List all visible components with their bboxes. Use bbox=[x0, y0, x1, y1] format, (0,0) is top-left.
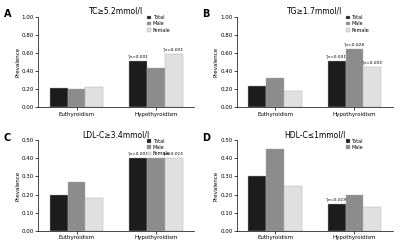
Legend: Total, Male, Female: Total, Male, Female bbox=[346, 15, 370, 33]
Text: B: B bbox=[202, 9, 210, 20]
Bar bbox=[147, 68, 165, 107]
Bar bbox=[50, 88, 68, 107]
Legend: Total, Male, Female: Total, Male, Female bbox=[147, 138, 171, 157]
Text: *p<0.001: *p<0.001 bbox=[326, 55, 347, 59]
Bar bbox=[346, 49, 363, 107]
Bar bbox=[129, 158, 147, 231]
Bar bbox=[328, 204, 346, 231]
Title: TC≥5.2mmol/l: TC≥5.2mmol/l bbox=[89, 7, 143, 16]
Text: D: D bbox=[202, 133, 210, 143]
Bar bbox=[50, 195, 68, 231]
Bar bbox=[86, 198, 103, 231]
Bar bbox=[328, 61, 346, 107]
Bar bbox=[284, 185, 302, 231]
Y-axis label: Prevalence: Prevalence bbox=[214, 170, 219, 201]
Bar bbox=[68, 89, 86, 107]
Bar bbox=[165, 158, 182, 231]
Y-axis label: Prevalence: Prevalence bbox=[15, 47, 20, 77]
Bar bbox=[363, 67, 381, 107]
Text: A: A bbox=[4, 9, 11, 20]
Legend: Total, Male, Female: Total, Male, Female bbox=[147, 15, 171, 33]
Text: C: C bbox=[4, 133, 11, 143]
Bar bbox=[68, 182, 86, 231]
Title: LDL-C≥3.4mmol/l: LDL-C≥3.4mmol/l bbox=[82, 130, 150, 140]
Bar bbox=[129, 61, 147, 107]
Bar bbox=[248, 86, 266, 107]
Bar bbox=[266, 149, 284, 231]
Y-axis label: Prevalence: Prevalence bbox=[214, 47, 219, 77]
Text: *p=0.019: *p=0.019 bbox=[326, 198, 347, 202]
Text: *p=0.024: *p=0.024 bbox=[344, 43, 365, 47]
Y-axis label: Prevalence: Prevalence bbox=[15, 170, 20, 201]
Title: TG≥1.7mmol/l: TG≥1.7mmol/l bbox=[287, 7, 342, 16]
Bar bbox=[363, 207, 381, 231]
Bar bbox=[266, 78, 284, 107]
Bar bbox=[86, 87, 103, 107]
Title: HDL-C≤1mmol/l: HDL-C≤1mmol/l bbox=[284, 130, 346, 140]
Bar bbox=[147, 158, 165, 231]
Text: *p=0.005: *p=0.005 bbox=[362, 61, 383, 65]
Text: *p=0.005: *p=0.005 bbox=[128, 152, 148, 156]
Bar bbox=[346, 195, 363, 231]
Bar bbox=[284, 91, 302, 107]
Text: *p<0.001: *p<0.001 bbox=[163, 48, 184, 52]
Text: *p=0.015: *p=0.015 bbox=[163, 152, 184, 156]
Bar bbox=[248, 177, 266, 231]
Bar bbox=[165, 54, 182, 107]
Text: *p<0.001: *p<0.001 bbox=[128, 55, 148, 59]
Legend: Total, Male: Total, Male bbox=[346, 138, 363, 150]
